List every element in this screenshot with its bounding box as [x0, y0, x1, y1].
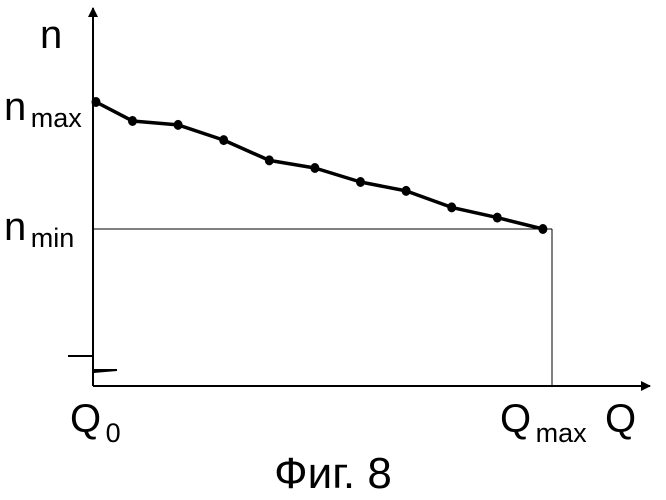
series-point-9 [493, 213, 502, 223]
series-point-1 [128, 116, 137, 126]
series-point-2 [174, 120, 183, 130]
x-end-label: Q max [500, 397, 587, 448]
series-point-5 [310, 163, 319, 173]
series-point-7 [402, 186, 411, 196]
y-max-label: n max [4, 85, 82, 133]
series-line [96, 102, 543, 229]
series-point-8 [447, 202, 456, 212]
x-start-label: Q 0 [70, 397, 121, 448]
y-min-label: n min [4, 205, 74, 253]
x-axis-label: Q [605, 397, 636, 441]
series-point-6 [356, 177, 365, 187]
series-point-10 [538, 224, 547, 234]
y-axis-label: n [40, 13, 62, 57]
series-point-0 [92, 97, 101, 107]
series-point-4 [265, 155, 274, 165]
series-point-3 [219, 135, 228, 145]
figure-caption: Фиг. 8 [274, 449, 392, 498]
